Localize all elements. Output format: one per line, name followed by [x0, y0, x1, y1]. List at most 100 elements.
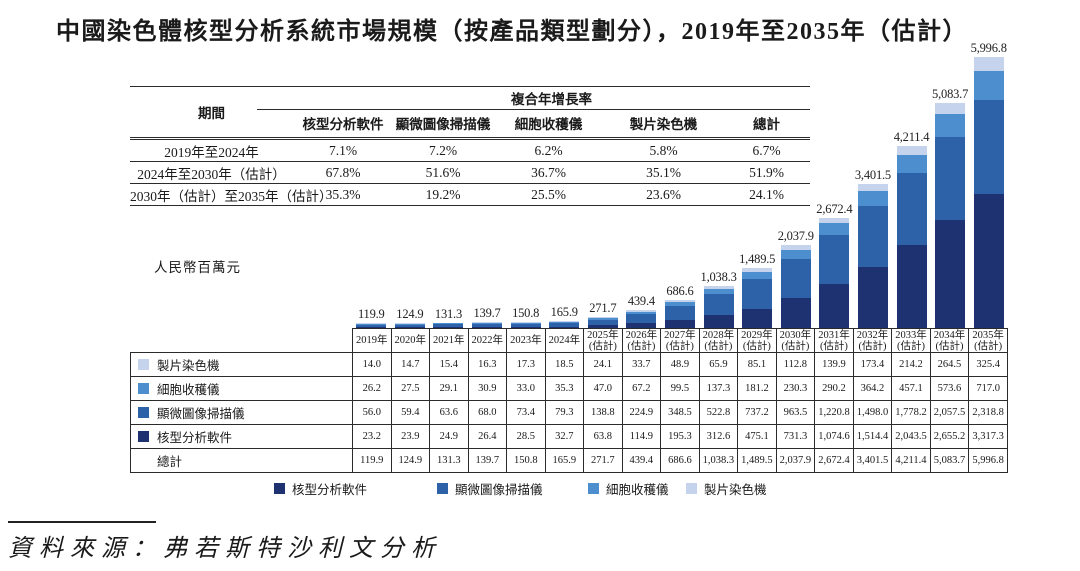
bar-segment — [780, 259, 811, 299]
bar-segment — [472, 322, 503, 323]
slide-stainer-swatch-icon — [138, 359, 149, 370]
cagr-value-cell: 35.1% — [646, 164, 681, 180]
bar-value-label: 3,401.5 — [854, 168, 891, 183]
bar-segment — [472, 324, 503, 327]
page-title: 中國染色體核型分析系統市場規模（按產品類型劃分），2019年至2035年（估計） — [56, 19, 968, 45]
legend-swatch-wrap: 顯微圖像掃描儀 — [132, 403, 352, 422]
bar-segment — [742, 271, 773, 279]
year-header-cell: 2023年 — [506, 328, 546, 353]
bar-segment — [780, 298, 811, 328]
cagr-value-cell: 35.3% — [325, 186, 361, 202]
bar-segment — [510, 323, 541, 327]
legend-label: 製片染色機 — [704, 483, 767, 497]
value-cell: 14.7 — [390, 352, 431, 377]
value-cell: 17.3 — [506, 352, 546, 377]
cagr-value-cell: 24.1% — [749, 186, 784, 202]
bar-segment — [626, 311, 657, 315]
bar-segment — [896, 173, 927, 246]
cagr-value-cell: 7.1% — [328, 142, 358, 158]
year-header-cell: 2027年 (估計) — [660, 328, 700, 353]
cagr-column-header: 製片染色機 — [629, 117, 698, 132]
bar-segment — [973, 99, 1004, 194]
bar-segment — [703, 288, 734, 295]
value-cell: 1,074.6 — [814, 424, 854, 449]
value-cell: 16.3 — [467, 352, 508, 377]
cagr-column-header: 核型分析軟件 — [302, 117, 384, 132]
year-header-cell: 2022年 — [467, 328, 508, 353]
bar-segment — [433, 323, 464, 325]
value-cell: 737.2 — [737, 400, 777, 425]
total-value-cell: 2,037.9 — [775, 448, 816, 473]
total-value-cell: 165.9 — [544, 448, 585, 473]
bar-segment — [703, 294, 734, 316]
year-header-cell: 2025年 (估計) — [583, 328, 623, 353]
series-label-cell: 製片染色機 — [130, 352, 353, 377]
year-header-cell: 2033年 (估計) — [891, 328, 931, 353]
legend-swatch-wrap: 核型分析軟件 — [132, 427, 352, 446]
cagr-value-cell: 25.5% — [531, 186, 566, 202]
year-header-cell: 2020年 — [390, 328, 431, 353]
bar-segment — [780, 249, 811, 260]
legend-label: 核型分析軟件 — [292, 483, 368, 497]
value-cell: 195.3 — [660, 424, 700, 449]
bar-segment — [510, 322, 541, 324]
year-header-cell: 2028年 (估計) — [698, 328, 739, 353]
bar-segment — [742, 278, 773, 309]
bar-segment — [433, 322, 464, 324]
bar-stack — [896, 145, 927, 328]
total-value-cell: 139.7 — [467, 448, 508, 473]
year-header-cell: 2034年 (估計) — [929, 328, 970, 353]
bar-stack — [742, 268, 773, 328]
bar-segment — [433, 324, 464, 327]
data-table: 2019年 2020年 2021年 2022年 2023年 2024年 2025年 (估計) 2… — [130, 328, 1008, 473]
value-cell: 717.0 — [968, 376, 1008, 401]
table-header-row: 2019年 2020年 2021年 2022年 2023年 2024年 2025年 (估計) 2… — [131, 328, 1008, 353]
legend-item: 製片染色機 — [686, 479, 767, 498]
legend-item: 細胞收穫儀 — [588, 479, 669, 498]
bar-segment — [665, 299, 695, 302]
table-corner-cell — [131, 329, 353, 353]
value-cell: 59.4 — [390, 400, 431, 425]
cagr-row: 2030年（估計）至2035年（估計） 35.3% 19.2% 25.5% 23.6% 2… — [130, 183, 810, 205]
bar-segment — [356, 324, 387, 328]
value-cell: 364.2 — [852, 376, 893, 401]
table-row: 製片染色機 14.0 14.7 15.4 16.3 17.3 18.5 24.1 33.7 48.… — [130, 352, 1008, 377]
value-cell: 457.1 — [891, 376, 931, 401]
series-name: 細胞收穫儀 — [157, 383, 220, 397]
value-cell: 23.2 — [352, 424, 392, 449]
bar-segment — [665, 305, 695, 321]
cagr-row: 2024年至2030年（估計） 67.8% 51.6% 36.7% 35.1% 51.9% — [130, 161, 810, 183]
bar-stack — [819, 217, 850, 328]
value-cell: 2,043.5 — [891, 424, 931, 449]
value-cell: 26.4 — [467, 424, 508, 449]
bar-value-label: 165.9 — [550, 305, 578, 320]
total-value-cell: 1,489.5 — [737, 448, 777, 473]
table-total-row: 總計 119.9 124.9 131.3 139.7 150.8 165.9 271.7 439… — [130, 448, 1008, 473]
value-cell: 65.9 — [698, 352, 739, 377]
value-cell: 32.7 — [544, 424, 585, 449]
table-row: 核型分析軟件 23.2 23.9 24.9 26.4 28.5 32.7 63.8 114.9 1… — [130, 424, 1008, 449]
total-value-cell: 124.9 — [390, 448, 431, 473]
total-value-cell: 271.7 — [583, 448, 623, 473]
year-header-cell: 2035年 (估計) — [968, 328, 1008, 353]
bar-segment — [356, 323, 387, 324]
bar-segment — [472, 322, 503, 325]
bar-value-label: 131.3 — [434, 306, 463, 321]
value-cell: 137.3 — [698, 376, 739, 401]
legend-swatch-wrap: 細胞收穫儀 — [132, 379, 352, 398]
value-cell: 325.4 — [968, 352, 1008, 377]
value-cell: 181.2 — [737, 376, 777, 401]
bar-segment — [857, 191, 888, 206]
value-cell: 139.9 — [814, 352, 854, 377]
cagr-value-cell: 7.2% — [428, 142, 458, 158]
value-cell: 2,318.8 — [968, 400, 1008, 425]
cagr-period-cell: 2019年至2024年 — [164, 144, 259, 160]
cagr-period-header: 期間 — [198, 106, 225, 121]
value-cell: 33.7 — [621, 352, 662, 377]
bar-segment — [857, 184, 888, 192]
value-cell: 3,317.3 — [968, 424, 1008, 449]
bar-segment — [703, 285, 734, 289]
cagr-value-cell: 67.8% — [325, 164, 361, 180]
bar-stack — [587, 316, 618, 328]
